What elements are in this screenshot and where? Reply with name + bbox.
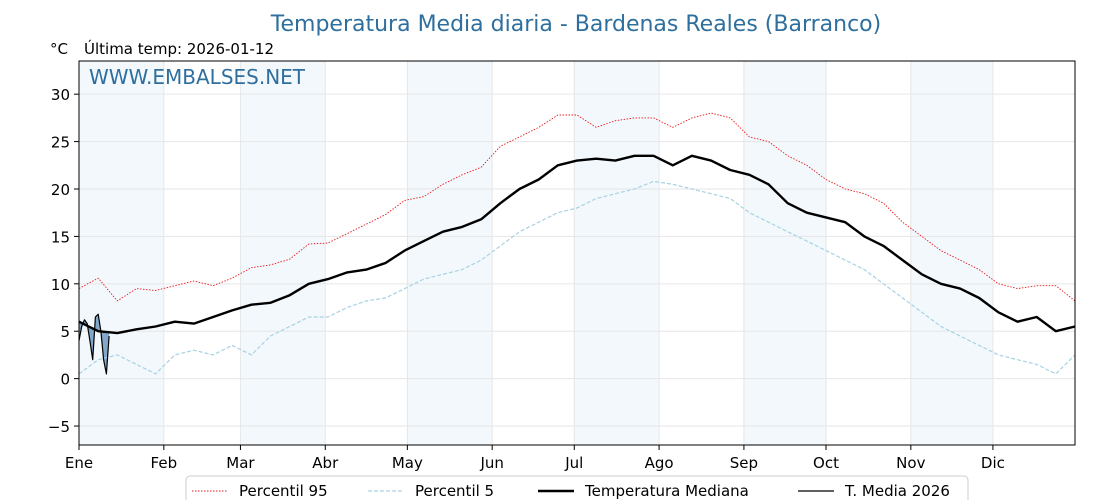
y-tick-label: 5 [60, 323, 70, 341]
legend: Percentil 95 Percentil 5 Temperatura Media… [185, 475, 969, 500]
y-tick-label: 15 [51, 228, 70, 246]
month-band [743, 61, 826, 445]
x-tick-label: Sep [730, 454, 758, 472]
y-axis: −5 0 5 10 15 20 25 30 [48, 86, 79, 436]
y-tick-label: −5 [48, 418, 70, 436]
below-median-fill [79, 314, 110, 374]
series-line-t-media-2026 [78, 313, 110, 375]
x-tick-label: Ene [65, 454, 93, 472]
x-tick-label: Abr [312, 454, 339, 472]
x-tick-label: Jul [564, 454, 583, 472]
chart-title: Temperatura Media diaria - Bardenas Real… [270, 12, 881, 37]
grid-lines [79, 61, 1075, 445]
plot-area [78, 60, 1076, 446]
y-unit-label: °C [50, 40, 68, 58]
y-tick-label: 0 [60, 371, 70, 389]
month-band [240, 61, 326, 445]
month-bands [79, 61, 993, 445]
legend-label: T. Media 2026 [844, 482, 950, 500]
x-tick-label: Nov [896, 454, 925, 472]
fill-area [79, 314, 110, 374]
x-tick-label: Oct [813, 454, 839, 472]
plot-frame [78, 60, 1076, 446]
x-axis: Ene Feb Mar Abr May Jun Jul Ago Sep Oct Nov Dic [65, 445, 1005, 472]
last-temp-label: Última temp: 2026-01-12 [84, 39, 274, 58]
month-band [574, 61, 660, 445]
month-band [407, 61, 493, 445]
x-tick-label: Ago [645, 454, 674, 472]
month-band [910, 61, 993, 445]
x-tick-label: May [392, 454, 423, 472]
series-line-percentil-5 [78, 180, 1076, 375]
legend-label: Temperatura Mediana [584, 482, 749, 500]
y-tick-label: 25 [51, 134, 70, 152]
y-tick-label: 20 [51, 181, 70, 199]
series-lines [78, 112, 1076, 375]
legend-label: Percentil 95 [239, 482, 328, 500]
series-line-temperatura-mediana [78, 154, 1076, 335]
y-tick-label: 10 [51, 276, 70, 294]
month-band [79, 61, 164, 445]
watermark: WWW.EMBALSES.NET [89, 65, 306, 89]
x-tick-label: Dic [981, 454, 1005, 472]
legend-label: Percentil 5 [415, 482, 494, 500]
x-tick-label: Mar [226, 454, 255, 472]
y-tick-label: 30 [51, 86, 70, 104]
legend-box [185, 475, 969, 500]
x-tick-label: Jun [479, 454, 503, 472]
x-tick-label: Feb [151, 454, 178, 472]
